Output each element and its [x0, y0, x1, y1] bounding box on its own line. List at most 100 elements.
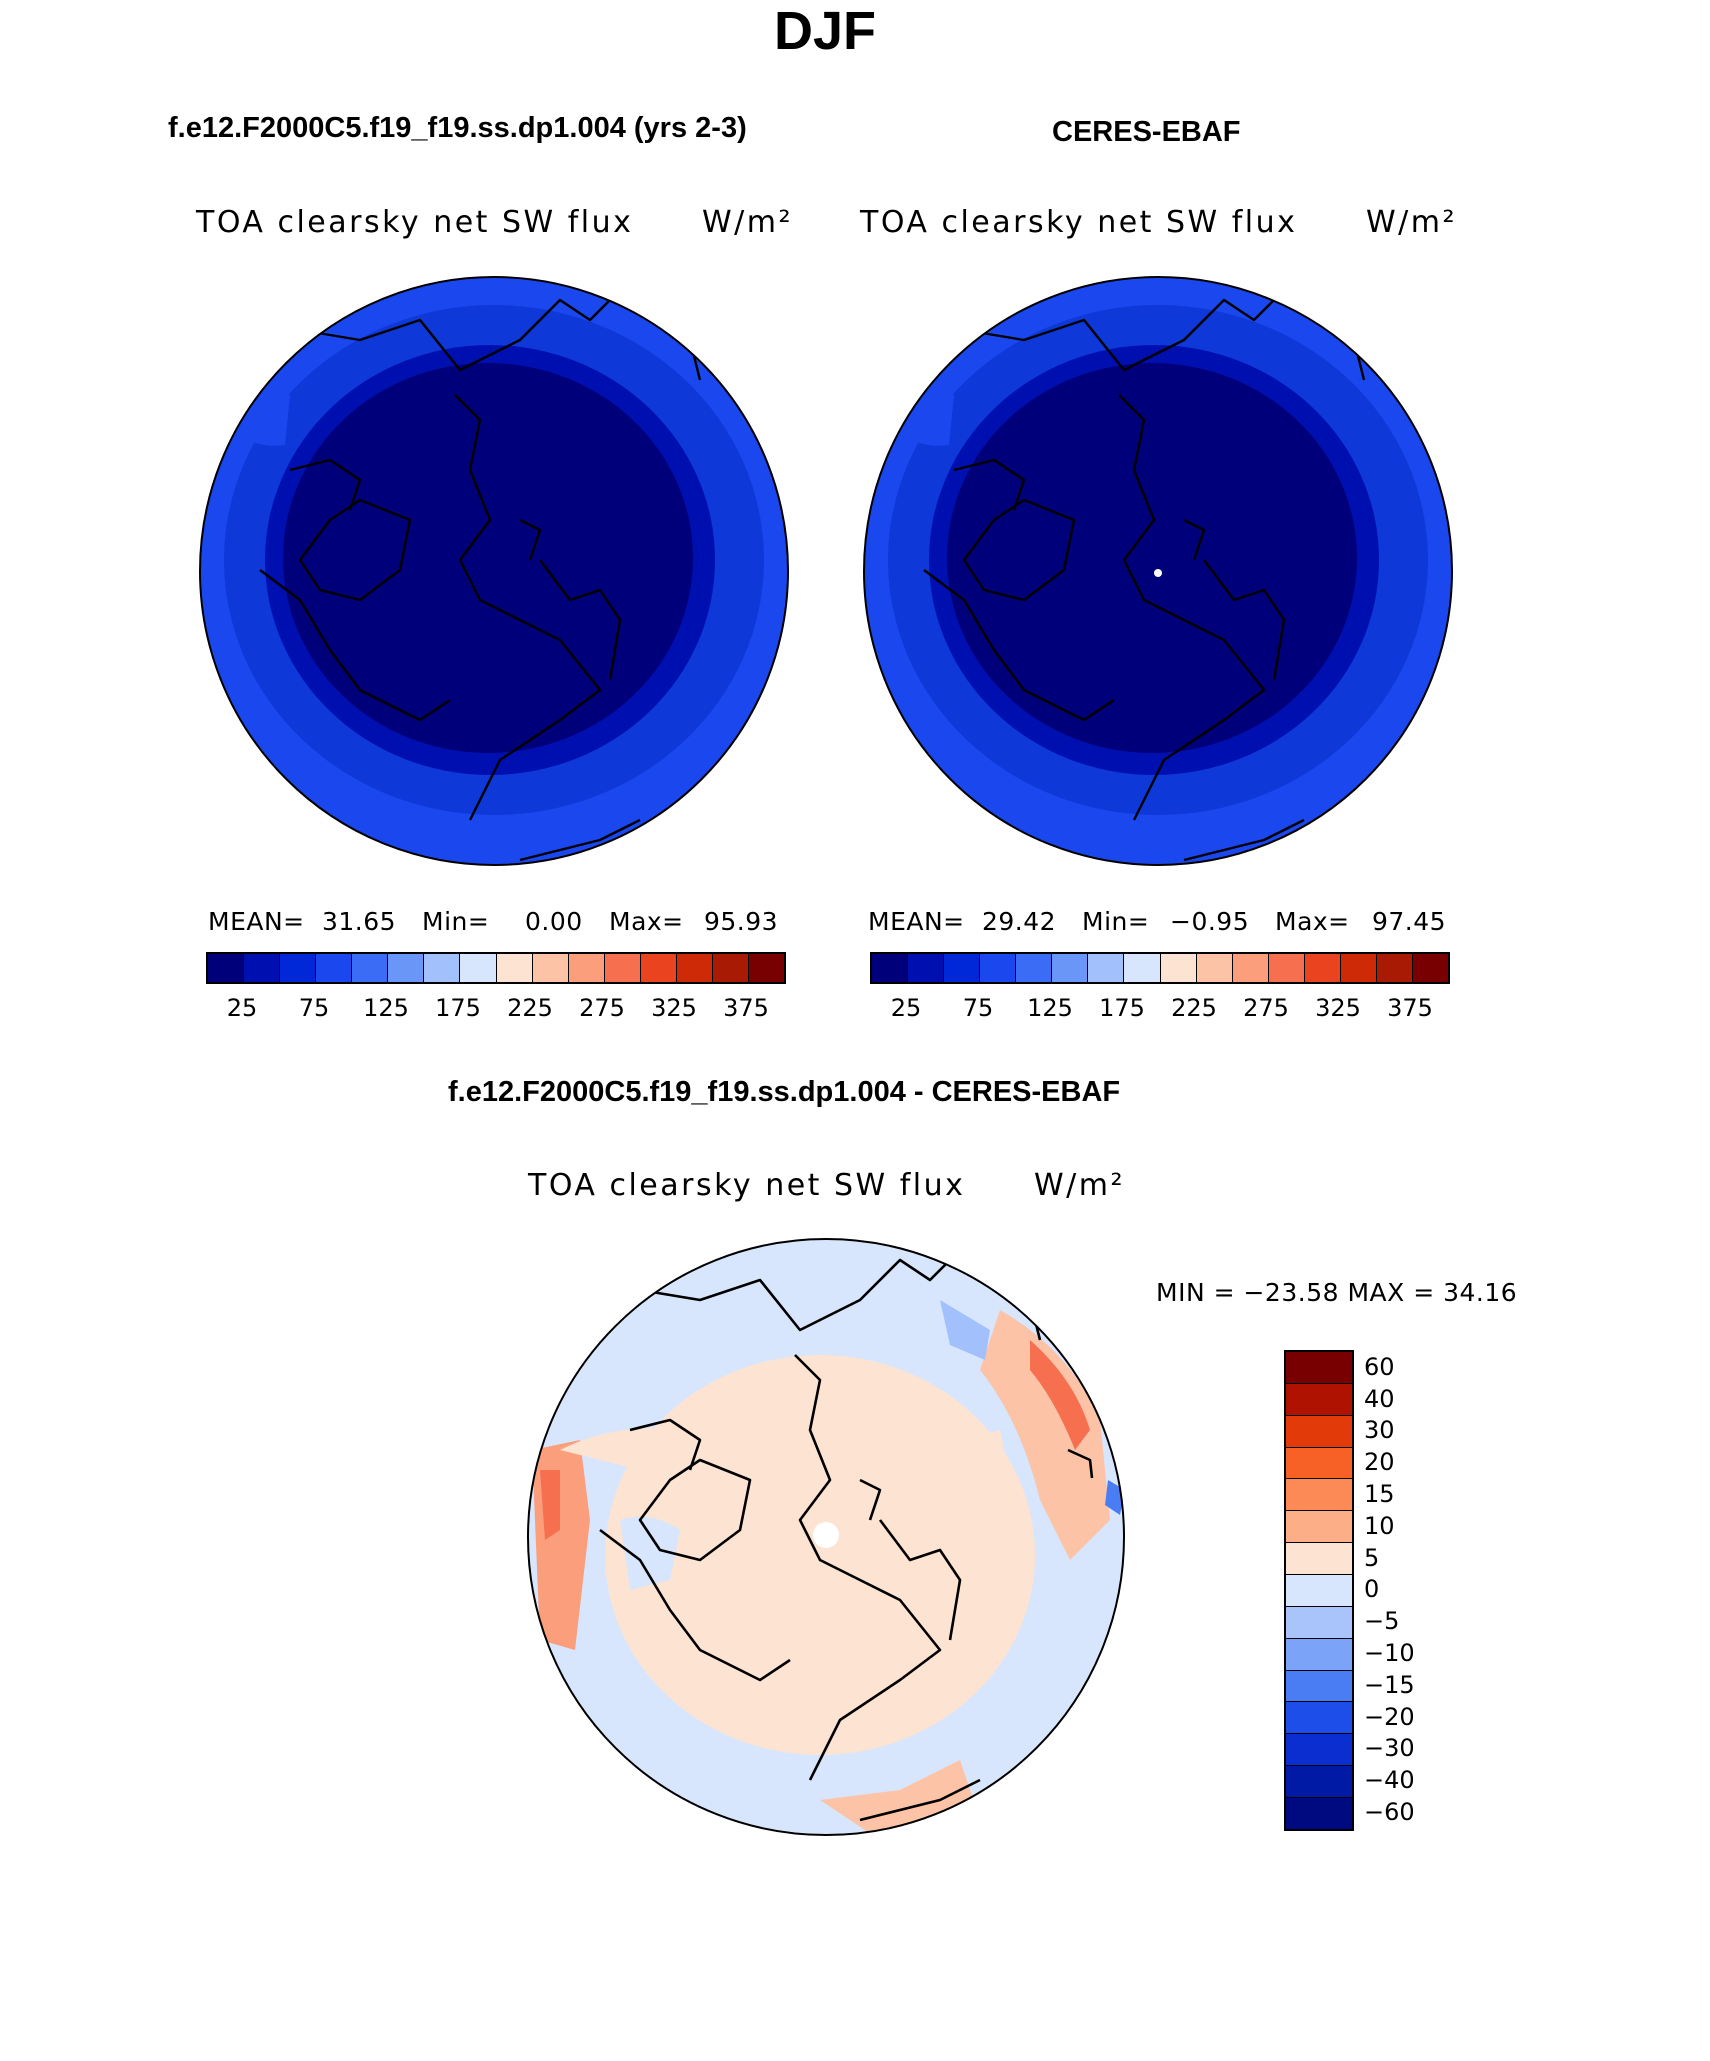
panel2-colorbar-swatch — [1052, 954, 1089, 982]
panel1-min-value: 0.00 — [525, 907, 583, 936]
panel1-colorbar-tick-label: 275 — [579, 994, 625, 1022]
panel1-colorbar-swatch — [676, 954, 713, 982]
diff-colorbar-swatch — [1286, 1415, 1352, 1448]
diff-colorbar-tick-label: −40 — [1364, 1766, 1415, 1795]
diff-colorbar-swatch — [1286, 1479, 1352, 1512]
diff-colorbar-tick-label: 60 — [1364, 1352, 1395, 1381]
panel1-mean-value: 31.65 — [322, 907, 397, 936]
diff-colorbar-tick-label: 10 — [1364, 1511, 1395, 1540]
diff-colorbar-swatch — [1286, 1766, 1352, 1799]
diff-colorbar-tick-label: 0 — [1364, 1575, 1380, 1604]
panel1-colorbar-swatch — [424, 954, 461, 982]
diff-colorbar-tick-label: 20 — [1364, 1448, 1395, 1477]
panel2-colorbar-swatch — [1196, 954, 1233, 982]
panel2-colorbar-swatch — [908, 954, 945, 982]
panel2-colorbar-swatch — [1376, 954, 1413, 982]
panel2-colorbar-tick-label: 325 — [1315, 994, 1361, 1022]
panel1-title: f.e12.F2000C5.f19_f19.ss.dp1.004 (yrs 2-… — [168, 112, 747, 144]
panel2-min-value: −0.95 — [1170, 907, 1250, 936]
diff-colorbar-swatch — [1286, 1511, 1352, 1544]
diff-colorbar-tick-label: 40 — [1364, 1384, 1395, 1413]
panel2-colorbar-tick-label: 175 — [1099, 994, 1145, 1022]
panel2-title: CERES-EBAF — [1052, 116, 1241, 148]
diff-colorbar-tick-label: 5 — [1364, 1543, 1380, 1572]
diff-colorbar — [1284, 1350, 1354, 1831]
panel2-map — [863, 276, 1453, 866]
panel2-colorbar-swatch — [980, 954, 1017, 982]
panel1-colorbar-tick-label: 125 — [363, 994, 409, 1022]
diff-minmax: MIN = −23.58 MAX = 34.16 — [1156, 1278, 1518, 1307]
panel2-mean-value: 29.42 — [982, 907, 1057, 936]
diff-colorbar-tick-label: −10 — [1364, 1639, 1415, 1667]
diff-colorbar-tick-label: −20 — [1364, 1702, 1415, 1731]
panel2-colorbar-swatch — [1124, 954, 1161, 982]
panel1-min-label: Min= — [422, 907, 490, 936]
diff-variable: TOA clearsky net SW flux — [528, 1168, 966, 1203]
panel2-colorbar-tick-label: 225 — [1171, 994, 1217, 1022]
panel2-colorbar-labels: 25 75 125 175 225 275 325 375 — [870, 994, 1450, 1024]
panel1-colorbar-swatch — [748, 954, 784, 982]
panel1-colorbar-swatch — [640, 954, 677, 982]
panel2-colorbar-swatch — [872, 954, 909, 982]
panel2-max-label: Max= — [1275, 907, 1350, 936]
panel1-colorbar-tick-label: 75 — [298, 994, 330, 1022]
panel1-colorbar-swatch — [532, 954, 569, 982]
panel1-colorbar-swatch — [352, 954, 389, 982]
panel2-colorbar-swatch — [1016, 954, 1053, 982]
diff-colorbar-tick-label: 30 — [1364, 1416, 1395, 1445]
panel2-colorbar-swatch — [1340, 954, 1377, 982]
panel2-variable: TOA clearsky net SW flux — [860, 205, 1298, 240]
panel1-map — [199, 276, 789, 866]
diff-colorbar-swatch — [1286, 1543, 1352, 1576]
diff-colorbar-swatch — [1286, 1606, 1352, 1639]
diff-colorbar-swatch — [1286, 1638, 1352, 1671]
diff-colorbar-tick-label: −30 — [1364, 1734, 1415, 1763]
panel1-colorbar — [206, 952, 786, 984]
panel2-colorbar-swatch — [1088, 954, 1125, 982]
diff-colorbar-tick-label: −5 — [1364, 1607, 1400, 1636]
panel2-units: W/m² — [1366, 205, 1458, 240]
diff-colorbar-tick-label: −15 — [1364, 1670, 1415, 1699]
panel2-colorbar-swatch — [1412, 954, 1448, 982]
diff-colorbar-swatch — [1286, 1383, 1352, 1416]
panel1-colorbar-swatch — [208, 954, 245, 982]
panel1-colorbar-swatch — [316, 954, 353, 982]
panel1-colorbar-labels: 25 75 125 175 225 275 325 375 — [206, 994, 786, 1024]
panel1-mean-label: MEAN= — [208, 907, 305, 936]
panel1-units: W/m² — [702, 205, 794, 240]
panel2-colorbar-swatch — [1232, 954, 1269, 982]
diff-colorbar-tick-label: −60 — [1364, 1798, 1415, 1826]
panel1-colorbar-swatch — [460, 954, 497, 982]
panel1-max-label: Max= — [609, 907, 684, 936]
panel2-colorbar-swatch — [1160, 954, 1197, 982]
diff-colorbar-swatch — [1286, 1798, 1352, 1829]
diff-title: f.e12.F2000C5.f19_f19.ss.dp1.004 - CERES… — [448, 1076, 1121, 1108]
diff-colorbar-swatch — [1286, 1702, 1352, 1735]
panel2-colorbar-tick-label: 75 — [962, 994, 994, 1022]
diff-colorbar-labels: 60 40 30 20 15 10 5 0 −5 −10 −15 −20 −30 −40 −60 — [1364, 1350, 1434, 1827]
diff-colorbar-swatch — [1286, 1447, 1352, 1480]
panel1-colorbar-tick-label: 25 — [226, 994, 258, 1022]
panel2-colorbar-tick-label: 275 — [1243, 994, 1289, 1022]
panel2-colorbar-tick-label: 375 — [1387, 994, 1433, 1022]
diff-colorbar-swatch — [1286, 1575, 1352, 1607]
diff-units: W/m² — [1034, 1168, 1126, 1203]
diff-colorbar-swatch — [1286, 1670, 1352, 1703]
panel1-colorbar-swatch — [280, 954, 317, 982]
panel1-colorbar-tick-label: 375 — [723, 994, 769, 1022]
panel1-colorbar-swatch — [604, 954, 641, 982]
panel2-min-label: Min= — [1082, 907, 1150, 936]
panel1-colorbar-tick-label: 325 — [651, 994, 697, 1022]
panel1-colorbar-swatch — [496, 954, 533, 982]
panel1-colorbar-swatch — [388, 954, 425, 982]
panel1-colorbar-swatch — [244, 954, 281, 982]
panel2-mean-label: MEAN= — [868, 907, 965, 936]
diff-colorbar-tick-label: 15 — [1364, 1480, 1395, 1508]
panel1-max-value: 95.93 — [704, 907, 779, 936]
panel2-colorbar-swatch — [944, 954, 981, 982]
panel1-variable: TOA clearsky net SW flux — [196, 205, 634, 240]
diff-colorbar-swatch — [1286, 1734, 1352, 1767]
panel2-colorbar-swatch — [1304, 954, 1341, 982]
diff-colorbar-swatch — [1286, 1352, 1352, 1384]
